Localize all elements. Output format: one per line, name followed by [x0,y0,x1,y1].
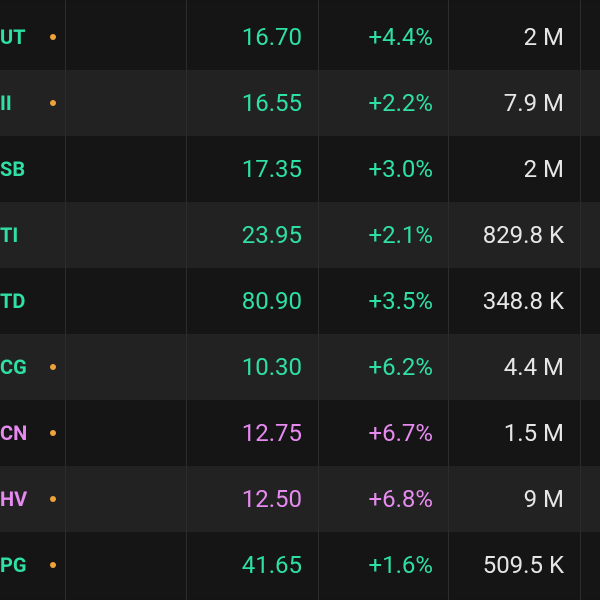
volume: 1.5 M [503,419,564,447]
symbol: TI [0,223,19,247]
change: +2.2% [368,89,434,117]
stock-row[interactable]: UT 16.70 +4.4% 2 M [0,4,600,70]
price: 23.95 [241,221,302,249]
stock-row[interactable]: TI 23.95 +2.1% 829.8 K [0,202,600,268]
status-dot [50,430,56,436]
status-dot [50,34,56,40]
price: 12.75 [241,419,302,447]
volume: 9 M [523,485,564,513]
price: 16.55 [241,89,302,117]
status-dot [50,562,56,568]
stock-row[interactable]: CN 12.75 +6.7% 1.5 M [0,400,600,466]
symbol: SB [0,157,26,181]
change: +4.4% [368,23,434,51]
stock-row[interactable]: II 16.55 +2.2% 7.9 M [0,70,600,136]
volume: 509.5 K [482,551,564,579]
column-divider [65,0,66,600]
change: +3.5% [368,287,434,315]
change: +3.0% [368,155,434,183]
change: +6.8% [368,485,434,513]
stock-row[interactable]: SB 17.35 +3.0% 2 M [0,136,600,202]
price: 41.65 [241,551,302,579]
stock-row[interactable]: TD 80.90 +3.5% 348.8 K [0,268,600,334]
symbol: CN [0,421,28,445]
stock-row[interactable]: CG 10.30 +6.2% 4.4 M [0,334,600,400]
change: +6.7% [368,419,434,447]
change: +1.6% [368,551,434,579]
volume: 2 M [523,23,564,51]
volume: 348.8 K [482,287,564,315]
column-divider [318,0,319,600]
price: 12.50 [241,485,302,513]
volume: 7.9 M [503,89,564,117]
symbol: II [0,91,12,115]
price: 17.35 [241,155,302,183]
status-dot [50,364,56,370]
stock-row[interactable]: HV 12.50 +6.8% 9 M [0,466,600,532]
column-divider [186,0,187,600]
change: +6.2% [368,353,434,381]
volume: 2 M [523,155,564,183]
volume: 4.4 M [503,353,564,381]
symbol: HV [0,487,28,511]
change: +2.1% [368,221,434,249]
price: 16.70 [241,23,302,51]
stock-row[interactable]: PG 41.65 +1.6% 509.5 K [0,532,600,598]
symbol: UT [0,25,26,49]
symbol: TD [0,289,26,313]
column-divider [448,0,449,600]
price: 10.30 [241,353,302,381]
status-dot [50,496,56,502]
price: 80.90 [241,287,302,315]
status-dot [50,100,56,106]
column-divider [580,0,581,600]
symbol: PG [0,553,27,577]
volume: 829.8 K [482,221,564,249]
symbol: CG [0,355,27,379]
